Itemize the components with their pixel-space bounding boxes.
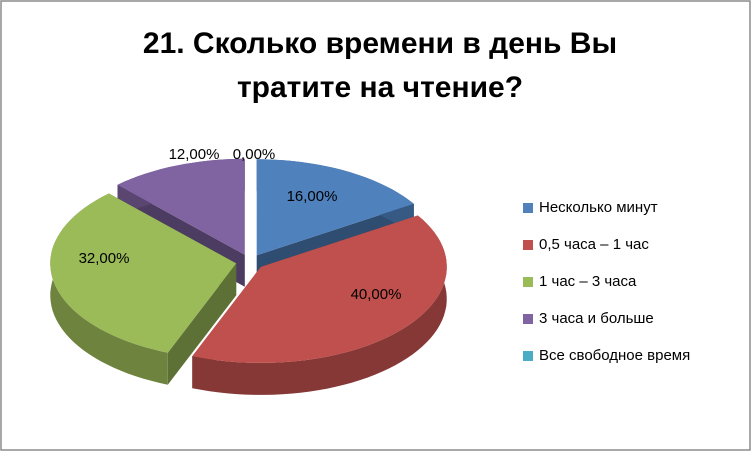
data-label: 32,00% xyxy=(79,250,130,267)
data-label: 12,00% xyxy=(169,146,220,163)
legend-swatch xyxy=(523,240,533,250)
legend-swatch xyxy=(523,314,533,324)
data-label: 40,00% xyxy=(351,286,402,303)
legend-label: 1 час – 3 часа xyxy=(539,273,637,290)
slice xyxy=(256,159,414,256)
slice-side xyxy=(192,215,447,395)
legend-label: Несколько минут xyxy=(539,199,658,216)
legend-swatch xyxy=(523,203,533,213)
data-label: 0,00% xyxy=(233,146,276,163)
slice xyxy=(192,215,447,363)
data-label: 16,00% xyxy=(287,188,338,205)
legend-label: 3 часа и больше xyxy=(539,310,654,327)
slice xyxy=(117,158,245,255)
legend-swatch xyxy=(523,351,533,361)
slice-wall xyxy=(167,263,237,385)
slice xyxy=(50,193,237,353)
legend-label: 0,5 часа – 1 час xyxy=(539,236,649,253)
chart-title: 21. Сколько времени в день Вы тратите на… xyxy=(142,27,618,104)
legend-swatch xyxy=(523,277,533,287)
legend-label: Все свободное время xyxy=(539,347,690,364)
